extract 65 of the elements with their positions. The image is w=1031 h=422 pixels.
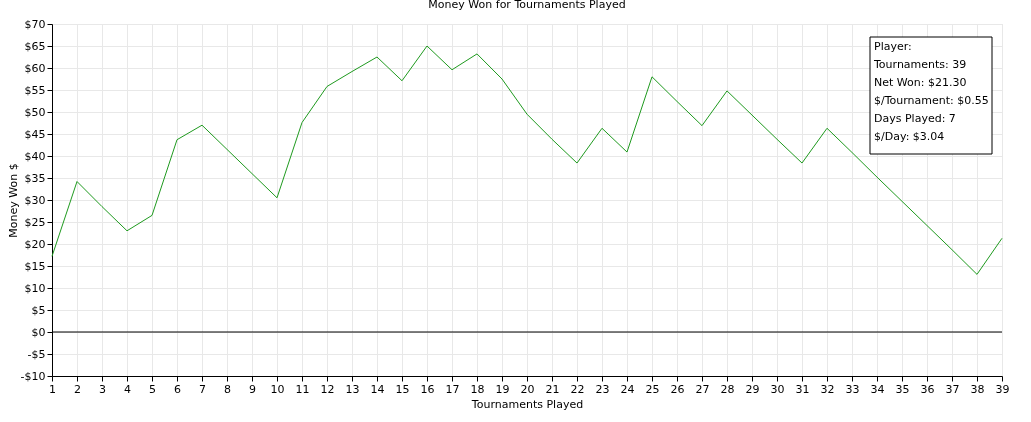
x-tick-label: 38	[970, 382, 985, 396]
x-tick-label: 1	[49, 382, 56, 396]
x-axis-title: Tournaments Played	[470, 397, 584, 411]
y-tick-label: $60	[24, 61, 46, 75]
x-tick-label: 29	[745, 382, 760, 396]
x-tick-label: 8	[224, 382, 231, 396]
x-tick-label: 13	[345, 382, 360, 396]
y-tick-label: $65	[24, 39, 46, 53]
x-tick-label: 3	[99, 382, 106, 396]
x-tick-label: 15	[395, 382, 410, 396]
annotation: $/Day: $3.04	[874, 130, 945, 143]
y-tick-label: $50	[24, 105, 46, 119]
x-tick-label: 28	[720, 382, 735, 396]
y-tick-label: $40	[24, 149, 46, 163]
x-tick-label: 12	[320, 382, 335, 396]
x-tick-label: 6	[174, 382, 181, 396]
annotation: Player:	[874, 40, 912, 53]
x-tick-label: 25	[645, 382, 660, 396]
x-tick-label: 14	[370, 382, 385, 396]
x-tick-label: 34	[870, 382, 885, 396]
x-tick-label: 35	[895, 382, 910, 396]
x-tick-label: 30	[770, 382, 785, 396]
y-tick-label: $35	[24, 171, 46, 185]
x-tick-label: 37	[945, 382, 960, 396]
annotation: $/Tournament: $0.55	[874, 94, 989, 107]
x-tick-label: 19	[495, 382, 510, 396]
x-tick-label: 39	[995, 382, 1010, 396]
y-tick-label: $30	[24, 193, 46, 207]
y-tick-label: $0	[31, 325, 46, 339]
x-tick-label: 2	[74, 382, 81, 396]
x-tick-label: 20	[520, 382, 535, 396]
x-tick-label: 24	[620, 382, 635, 396]
x-tick-label: 23	[595, 382, 610, 396]
y-tick-label: $5	[31, 303, 46, 317]
x-tick-label: 36	[920, 382, 935, 396]
x-tick-label: 22	[570, 382, 585, 396]
x-tick-label: 27	[695, 382, 710, 396]
y-tick-label: $45	[24, 127, 46, 141]
annotation: Days Played: 7	[874, 112, 956, 125]
y-tick-label: $25	[24, 215, 46, 229]
x-tick-label: 10	[270, 382, 285, 396]
annotation: Tournaments: 39	[873, 58, 967, 71]
chart-title: Money Won for Tournaments Played	[428, 0, 626, 11]
x-tick-label: 5	[149, 382, 156, 396]
x-tick-label: 32	[820, 382, 835, 396]
x-tick-label: 17	[445, 382, 460, 396]
y-tick-label: $20	[24, 237, 46, 251]
x-tick-label: 33	[845, 382, 860, 396]
x-tick-label: 7	[199, 382, 206, 396]
x-tick-label: 18	[470, 382, 485, 396]
x-tick-label: 4	[124, 382, 131, 396]
y-axis-title: Money Won $	[6, 163, 20, 238]
x-tick-label: 16	[420, 382, 435, 396]
y-tick-label: $15	[24, 259, 46, 273]
annotation: Net Won: $21.30	[874, 76, 967, 89]
y-tick-label: $10	[24, 281, 46, 295]
y-tick-label: $70	[24, 17, 46, 31]
y-tick-label: -$5	[27, 347, 46, 361]
x-tick-label: 11	[295, 382, 310, 396]
y-tick-label: $55	[24, 83, 46, 97]
y-tick-label: -$10	[20, 369, 46, 383]
x-tick-label: 21	[545, 382, 560, 396]
x-tick-label: 26	[670, 382, 685, 396]
x-tick-label: 9	[249, 382, 256, 396]
x-tick-label: 31	[795, 382, 810, 396]
